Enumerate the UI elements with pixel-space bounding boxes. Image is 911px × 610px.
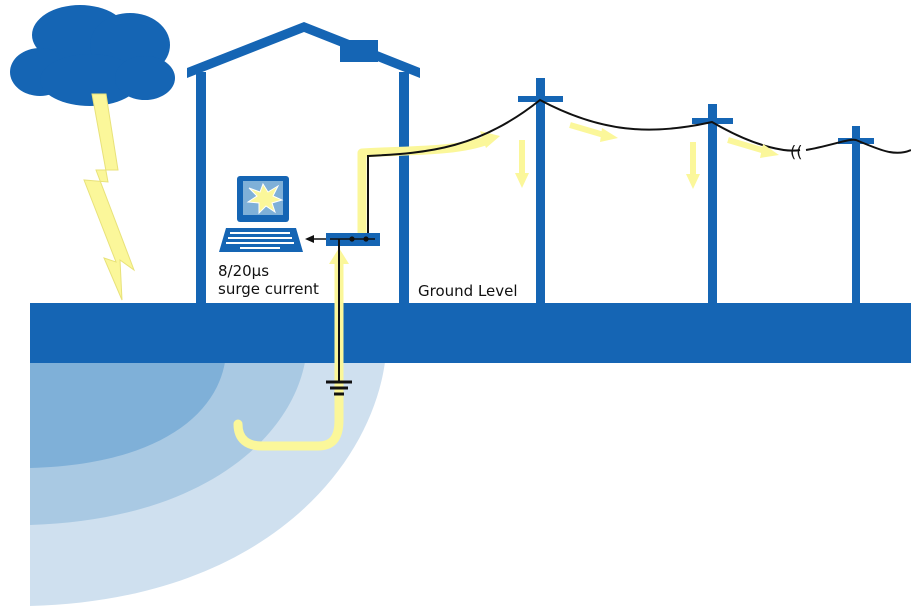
surge-arrowhead-overhead	[480, 131, 500, 148]
ground-symbol-icon	[326, 380, 352, 396]
pole-3	[838, 126, 874, 304]
computer-icon	[219, 176, 303, 252]
ground-level-label: Ground Level	[418, 282, 518, 300]
surge-protector-panel	[305, 233, 380, 382]
pole-1	[518, 78, 563, 304]
pole-2	[692, 104, 733, 304]
cloud-icon	[10, 5, 175, 106]
surge-path-ground	[233, 257, 344, 451]
earth-ring-inner	[30, 362, 225, 468]
overhead-wire	[367, 98, 911, 236]
house	[187, 22, 420, 304]
earth-rings	[30, 362, 385, 606]
wire-break-mark: ((	[790, 142, 802, 161]
surge-arrows	[515, 122, 779, 189]
surge-current-label-line2: surge current	[218, 280, 319, 298]
utility-poles	[518, 78, 874, 304]
surge-path-overhead	[357, 135, 493, 239]
surge-current-label-line1: 8/20µs	[218, 262, 270, 280]
lightning-bolt-icon	[83, 93, 136, 301]
ground-band	[30, 303, 911, 363]
